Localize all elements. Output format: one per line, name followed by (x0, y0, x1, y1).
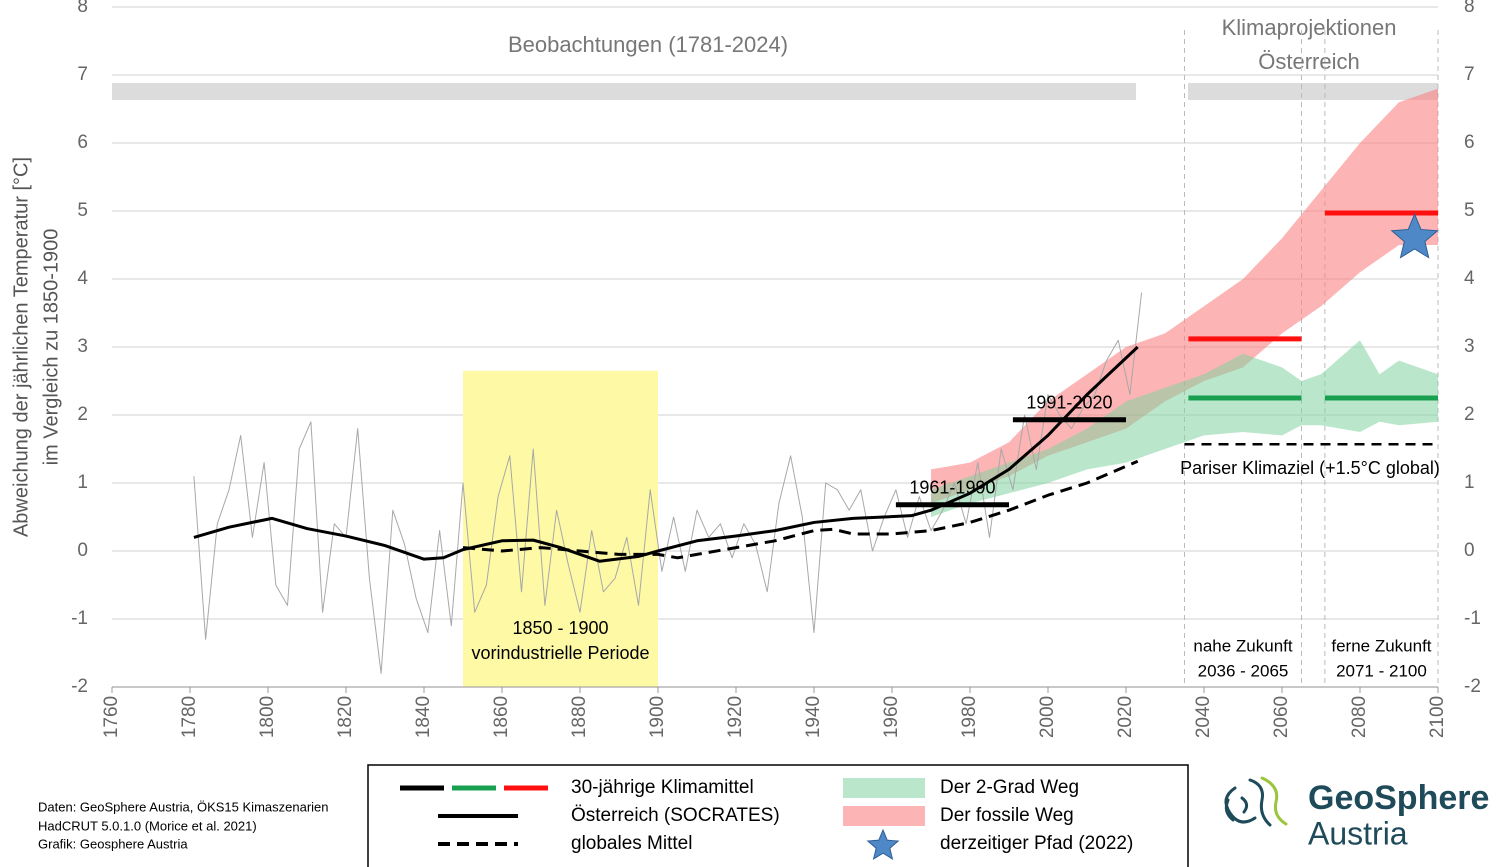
line (193, 292, 1143, 674)
logo-swirl (1224, 786, 1257, 824)
y-tick-label: 6 (1464, 132, 1475, 153)
mean-label: 1991-2020 (1026, 393, 1112, 413)
header-label: Klimaprojektionen (1222, 15, 1397, 40)
footer-text: Daten: GeoSphere Austria, ÖKS15 Kimaszen… (38, 799, 329, 814)
period-label: 1850 - 1900 (512, 618, 608, 638)
marker (1390, 212, 1439, 259)
period-label: 2036 - 2065 (1198, 661, 1289, 680)
period-label: nahe Zukunft (1193, 636, 1293, 655)
y-tick-label: 3 (77, 336, 88, 357)
y-axis-label: im Vergleich zu 1850-1900 (40, 229, 62, 466)
legend-symbol (843, 806, 925, 826)
y-tick-label: 4 (77, 268, 88, 289)
period-label: vorindustrielle Periode (471, 643, 649, 663)
y-tick-label: 6 (77, 132, 88, 153)
period-label: 2071 - 2100 (1336, 661, 1427, 680)
y-tick-label: -1 (1464, 608, 1481, 629)
header-bar (112, 83, 1136, 100)
footer: Daten: GeoSphere Austria, ÖKS15 Kimaszen… (38, 799, 329, 851)
footer-text: HadCRUT 5.0.1.0 (Morice et al. 2021) (38, 818, 257, 833)
band (931, 340, 1438, 517)
x-tick-label: 1820 (335, 696, 356, 738)
x-tick-label: 1780 (179, 696, 200, 738)
y-tick-label: 7 (77, 64, 88, 85)
x-tick-label: 2040 (1193, 696, 1214, 738)
y-tick-label: 3 (1464, 336, 1475, 357)
x-tick-label: 1880 (569, 696, 590, 738)
y-tick-label: -2 (71, 676, 88, 697)
logo-swirl (1224, 798, 1235, 822)
logo-text: Austria (1308, 815, 1408, 851)
header-bar (1188, 83, 1438, 100)
y-tick-label: -2 (1464, 676, 1481, 697)
y-tick-label: 1 (1464, 472, 1475, 493)
y-axis-label: Abweichung der jährlichen Temperatur [°C… (10, 157, 32, 537)
logo-swirl (1248, 778, 1272, 827)
x-tick-label: 2020 (1115, 696, 1136, 738)
legend-label: globales Mittel (571, 833, 692, 854)
y-tick-label: 5 (77, 200, 88, 221)
x-tick-label: 1800 (257, 696, 278, 738)
logo-swirl (1260, 776, 1288, 826)
y-tick-label: 8 (1464, 0, 1475, 17)
mean-label: 1961-1990 (909, 478, 995, 498)
x-tick-label: 1860 (491, 696, 512, 738)
x-tick-label: 2000 (1037, 696, 1058, 738)
x-tick-label: 1900 (647, 696, 668, 738)
line (462, 459, 1139, 560)
reference-label: Pariser Klimaziel (+1.5°C global) (1180, 458, 1440, 478)
y-tick-label: 5 (1464, 200, 1475, 221)
legend-label: derzeitiger Pfad (2022) (940, 833, 1133, 854)
legend-symbol (866, 828, 900, 860)
x-tick-label: 1960 (881, 696, 902, 738)
y-tick-label: 4 (1464, 268, 1475, 289)
legend-box (367, 764, 1189, 867)
logo: GeoSphere Austria (1224, 776, 1489, 851)
plot (112, 6, 1439, 688)
x-tick-label: 1760 (101, 696, 122, 738)
band (931, 88, 1438, 504)
y-tick-label: 2 (77, 404, 88, 425)
legend-label: Der 2-Grad Weg (940, 777, 1079, 798)
x-tick-label: 1980 (959, 696, 980, 738)
x-tick-label: 2060 (1271, 696, 1292, 738)
footer-text: Grafik: Geosphere Austria (38, 836, 188, 851)
y-tick-label: -1 (71, 608, 88, 629)
legend-label: 30-jährige Klimamittel (571, 777, 754, 798)
y-tick-label: 0 (77, 540, 88, 561)
y-tick-label: 7 (1464, 64, 1475, 85)
header-label: Beobachtungen (1781-2024) (508, 32, 788, 57)
x-tick-label: 1940 (803, 696, 824, 738)
logo-swirl (1240, 796, 1249, 814)
y-tick-label: 8 (77, 0, 88, 17)
x-tick-label: 1840 (413, 696, 434, 738)
y-tick-label: 2 (1464, 404, 1475, 425)
x-tick-label: 1920 (725, 696, 746, 738)
period-label: ferne Zukunft (1331, 636, 1431, 655)
legend-label: Österreich (SOCRATES) (571, 805, 780, 826)
y-tick-label: 0 (1464, 540, 1475, 561)
x-tick-label: 2080 (1349, 696, 1370, 738)
header-label: Österreich (1258, 49, 1359, 74)
legend-symbol (843, 778, 925, 798)
legend-label: Der fossile Weg (940, 805, 1074, 826)
x-tick-label: 2100 (1427, 696, 1448, 738)
y-tick-label: 1 (77, 472, 88, 493)
logo-text: GeoSphere (1308, 779, 1489, 817)
line (193, 345, 1139, 563)
